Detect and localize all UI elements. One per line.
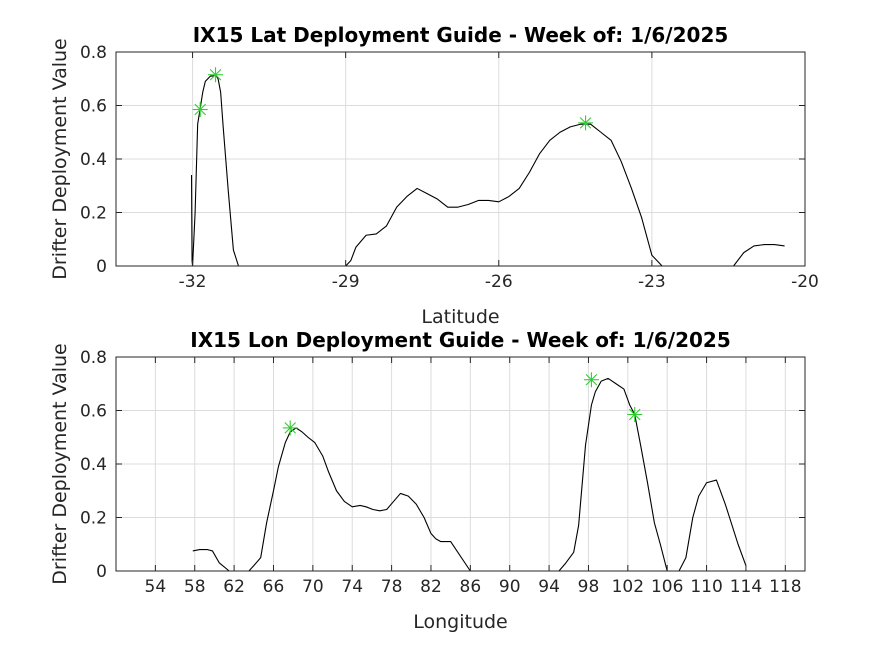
- lon-chart-xlabel: Longitude: [413, 611, 508, 633]
- lon-y-tick-label: 0.4: [80, 455, 107, 475]
- lon-x-tick-label: 74: [341, 577, 363, 597]
- lon-chart: IX15 Lon Deployment Guide - Week of: 1/6…: [49, 328, 806, 633]
- lon-x-tick-label: 58: [184, 577, 206, 597]
- lat-x-tick-label: -20: [791, 272, 819, 292]
- lat-chart-title: IX15 Lat Deployment Guide - Week of: 1/6…: [193, 23, 729, 47]
- lon-x-tick-label: 94: [538, 577, 560, 597]
- lon-x-tick-label: 90: [499, 577, 521, 597]
- lat-x-tick-label: -32: [179, 272, 207, 292]
- lon-y-tick-label: 0.2: [80, 509, 107, 529]
- lon-star-marker: [627, 407, 643, 423]
- lon-x-tick-label: 102: [612, 577, 644, 597]
- lat-y-tick-label: 0.4: [80, 150, 107, 170]
- lon-x-tick-label: 62: [223, 577, 245, 597]
- lon-x-tick-label: 106: [651, 577, 683, 597]
- lat-x-tick-label: -26: [485, 272, 513, 292]
- lat-star-marker: [578, 115, 594, 131]
- lon-x-tick-label: 98: [578, 577, 600, 597]
- lon-x-tick-label: 70: [302, 577, 324, 597]
- lon-x-tick-label: 54: [145, 577, 167, 597]
- lon-x-tick-label: 114: [730, 577, 762, 597]
- lat-star-marker: [192, 102, 208, 118]
- lat-y-tick-label: 0: [96, 257, 107, 277]
- lon-chart-title: IX15 Lon Deployment Guide - Week of: 1/6…: [190, 328, 731, 352]
- lon-x-tick-label: 82: [420, 577, 442, 597]
- lon-x-tick-label: 118: [769, 577, 801, 597]
- lat-x-tick-label: -29: [332, 272, 360, 292]
- lat-y-tick-label: 0.8: [80, 43, 107, 63]
- lat-y-tick-label: 0.6: [80, 97, 107, 117]
- lon-y-tick-label: 0.6: [80, 402, 107, 422]
- lat-chart-ylabel: Drifter Deployment Value: [49, 38, 71, 280]
- lon-y-tick-label: 0: [96, 562, 107, 582]
- lon-star-marker: [282, 420, 298, 436]
- lon-y-tick-label: 0.8: [80, 348, 107, 368]
- lon-x-tick-label: 86: [460, 577, 482, 597]
- lon-x-tick-label: 110: [690, 577, 722, 597]
- lat-x-tick-label: -23: [638, 272, 666, 292]
- lon-chart-ylabel: Drifter Deployment Value: [49, 343, 71, 585]
- lat-star-marker: [208, 67, 224, 83]
- lon-x-tick-label: 78: [381, 577, 403, 597]
- lat-chart: IX15 Lat Deployment Guide - Week of: 1/6…: [49, 23, 819, 328]
- lat-y-tick-label: 0.2: [80, 204, 107, 224]
- lon-series-line: [192, 377, 747, 572]
- lon-star-marker: [583, 372, 599, 388]
- lon-x-tick-label: 66: [263, 577, 285, 597]
- lat-chart-xlabel: Latitude: [421, 306, 499, 328]
